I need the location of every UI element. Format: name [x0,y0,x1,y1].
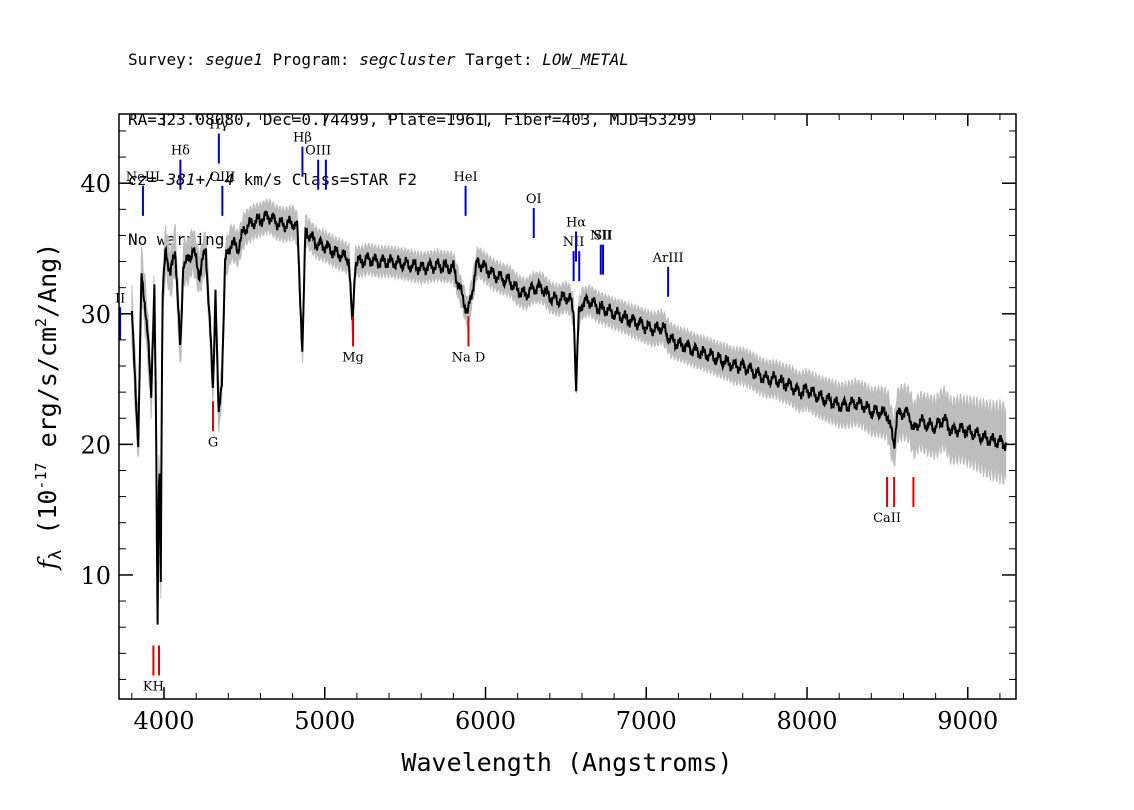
cz-label: cz= [128,170,157,189]
target-value: LOW_METAL [542,50,629,69]
absorption-line-label: CaII [873,511,901,526]
x-tick-label: 8000 [776,707,837,735]
emission-line-label: Hδ [171,144,190,159]
emission-line-label: SII [593,229,612,244]
survey-label: Survey: [128,50,206,69]
absorption-line-label: Mg [342,350,364,365]
program-label: Program: [262,50,360,69]
x-axis-title: Wavelength (Angstroms) [401,748,732,777]
plot-frame [118,113,1017,700]
absorption-line-label: Na D [452,350,486,365]
header-line-warnings: No warnings. [128,230,244,249]
y-axis-title-mid: (10 [33,490,62,550]
y-axis-title-exp2: 2 [32,318,50,327]
emission-line-label: OI [526,192,542,207]
x-tick-label: 6000 [455,707,516,735]
emission-line-label: OIII [305,144,331,159]
target-label: Target: [455,50,543,69]
program-value: segcluster [359,50,456,69]
emission-line-label: NeIII [126,170,160,185]
y-tick-label: 10 [80,562,111,590]
survey-value: segue1 [205,50,263,69]
emission-line-label: II [115,291,125,306]
absorption-line-label: G [208,435,218,450]
emission-line-label: OIII [209,170,235,185]
y-axis-title-end: /Ang) [33,243,62,318]
y-axis-title-exp: -17 [32,462,50,489]
emission-line-label: Hβ [293,131,312,146]
y-axis-title-lambda: λ [46,550,66,560]
x-tick-label: 7000 [616,707,677,735]
y-axis-title-f: f [33,556,62,571]
x-tick-label: 4000 [133,707,194,735]
emission-line-label: HeI [453,170,477,185]
emission-line-label: Hα [566,216,586,231]
emission-line-label: NII [563,235,585,250]
y-tick-label: 30 [80,301,111,329]
cz-value: -381+/-4 [156,170,234,189]
flux-line [130,210,1008,625]
y-tick-label: 40 [80,170,111,198]
emission-line-label: Hγ [209,118,228,133]
header-line-survey: Survey: segue1 Program: segcluster Targe… [128,50,696,70]
y-axis-title-unit: erg/s/cm [33,327,62,462]
header-line-redshift: cz=-381+/-4 km/s Class=STAR F2 [128,170,696,190]
emission-line-label: NII [590,229,612,244]
emission-line-label: ArIII [652,251,684,266]
absorption-line-label: KH [143,679,164,694]
x-tick-label: 9000 [937,707,998,735]
y-axis-title: fλ (10-17 erg/s/cm2/Ang) [32,243,66,572]
y-tick-label: 20 [80,431,111,459]
x-tick-label: 5000 [294,707,355,735]
cz-rest: km/s Class=STAR F2 [243,170,417,189]
